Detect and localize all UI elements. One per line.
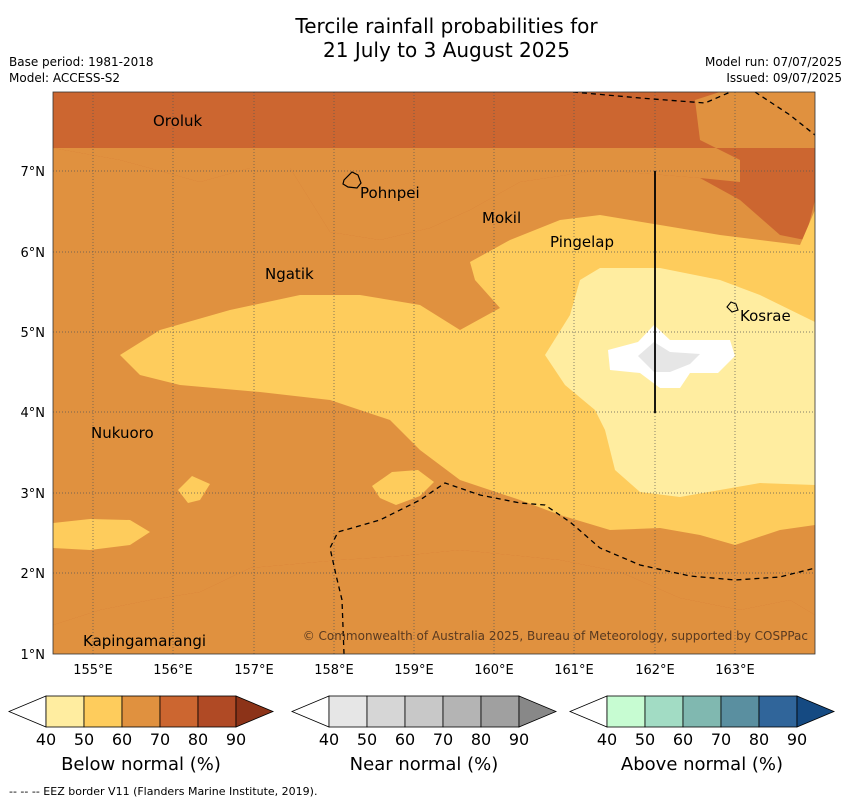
colorbar-near-tick: 60: [395, 730, 415, 749]
place-label-nukuoro: Nukuoro: [91, 424, 154, 442]
colorbar-below-tick: 80: [188, 730, 208, 749]
colorbar-near-tick: 50: [357, 730, 377, 749]
colorbar-above-low-extend: [568, 695, 608, 728]
zone-near-40: [638, 342, 700, 372]
issued-date: Issued: 09/07/2025: [726, 71, 842, 85]
base-period: Base period: 1981-2018: [9, 55, 154, 69]
meta-right: Model run: 07/07/2025 Issued: 09/07/2025: [705, 54, 842, 86]
copyright-text: © Commonwealth of Australia 2025, Bureau…: [303, 629, 808, 643]
x-tick: 158°E: [314, 663, 354, 678]
y-tick: 7°N: [21, 165, 46, 180]
pohnpei-island-shape: [342, 171, 362, 189]
colorbar-below-swatch: [83, 695, 123, 728]
x-tick: 157°E: [234, 663, 274, 678]
y-tick: 1°N: [21, 648, 46, 663]
x-tick: 163°E: [715, 663, 755, 678]
colorbar-near-high-extend: [518, 695, 558, 728]
colorbar-below-tick: 50: [74, 730, 94, 749]
colorbar-label-below: Below normal (%): [61, 754, 221, 775]
colorbar-below-swatch: [197, 695, 237, 728]
place-label-kosrae: Kosrae: [740, 307, 791, 325]
x-axis-ticks: 155°E 156°E 157°E 158°E 159°E 160°E 161°…: [73, 663, 755, 678]
colorbar-near-swatch: [480, 695, 520, 728]
colorbar-below-low-extend: [7, 695, 47, 728]
model-name: Model: ACCESS-S2: [9, 71, 121, 85]
colorbar-above-tick: 50: [635, 730, 655, 749]
eez-borders: [329, 92, 815, 654]
place-label-pingelap: Pingelap: [550, 233, 614, 251]
colorbar-near-tick: 90: [509, 730, 529, 749]
colorbar-near-swatch: [404, 695, 444, 728]
colorbar-near-swatch: [442, 695, 482, 728]
colorbar-above-tick: 80: [749, 730, 769, 749]
y-tick: 6°N: [21, 246, 46, 261]
x-tick: 161°E: [554, 663, 594, 678]
colorbar-near-tick: 40: [319, 730, 339, 749]
probability-field: Oroluk Pohnpei Mokil Pingelap Ngatik Kos…: [53, 92, 815, 654]
colorbar-label-near: Near normal (%): [349, 754, 499, 775]
zone-below-50-islet-b: [372, 470, 434, 505]
zone-below-60: [53, 92, 815, 654]
colorbar-above-swatch: [644, 695, 684, 728]
map-title: Tercile rainfall probabilities for 21 Ju…: [0, 14, 850, 62]
colorbar-below-tick: 70: [150, 730, 170, 749]
y-axis-ticks: 1°N 2°N 3°N 4°N 5°N 6°N 7°N: [21, 165, 46, 663]
colorbar-above-high-extend: [796, 695, 836, 728]
colorbar-below-tick: 90: [226, 730, 246, 749]
place-label-mokil: Mokil: [482, 209, 521, 227]
kosrae-island-shape: [726, 301, 739, 313]
model-run: Model run: 07/07/2025: [704, 55, 842, 69]
colorbar-above-swatch: [758, 695, 798, 728]
zone-below-50-islet-c: [178, 476, 210, 503]
colorbar-near-tick: 70: [433, 730, 453, 749]
colorbar-above-tick: 60: [673, 730, 693, 749]
meta-left: Base period: 1981-2018 Model: ACCESS-S2: [9, 54, 154, 86]
colorbar-below-high-extend: [235, 695, 275, 728]
colorbar-above-swatch: [720, 695, 760, 728]
colorbar-near-low-extend: [290, 695, 330, 728]
colorbar-near-tick: 80: [471, 730, 491, 749]
colorbar-above-tick: 90: [787, 730, 807, 749]
plot-frame: [52, 91, 816, 655]
x-tick: 159°E: [394, 663, 434, 678]
colorbar-above-tick: 40: [597, 730, 617, 749]
y-tick: 2°N: [21, 567, 46, 582]
place-label-ngatik: Ngatik: [265, 265, 314, 283]
place-label-pohnpei: Pohnpei: [360, 184, 420, 202]
x-tick: 156°E: [153, 663, 193, 678]
colorbars: 40 50 60 70 80 90 40 50 60 70 80 90 40 50 60 70 80 90: [7, 695, 836, 749]
eez-footer-note: -- -- -- EEZ border V11 (Flanders Marine…: [9, 785, 318, 798]
colorbar-above-swatch: [606, 695, 646, 728]
colorbar-below-tick: 40: [36, 730, 56, 749]
x-tick: 160°E: [474, 663, 514, 678]
y-tick: 5°N: [21, 326, 46, 341]
y-tick: 3°N: [21, 487, 46, 502]
place-labels: Oroluk Pohnpei Mokil Pingelap Ngatik Kos…: [83, 112, 791, 650]
x-tick: 155°E: [73, 663, 113, 678]
title-line-1: Tercile rainfall probabilities for: [295, 14, 598, 38]
place-label-oroluk: Oroluk: [153, 112, 202, 130]
colorbar-below-swatch: [121, 695, 161, 728]
x-tick: 162°E: [635, 663, 675, 678]
colorbar-above-swatch: [682, 695, 722, 728]
zone-below-50-islet-a: [53, 519, 150, 550]
colorbar-near-swatch: [366, 695, 406, 728]
colorbar-below-tick: 60: [112, 730, 132, 749]
colorbar-below-swatch: [45, 695, 85, 728]
title-line-2: 21 July to 3 August 2025: [323, 38, 570, 62]
colorbar-near-swatch: [328, 695, 368, 728]
place-label-kapingamarangi: Kapingamarangi: [83, 632, 206, 650]
colorbar-below-swatch: [159, 695, 199, 728]
colorbar-above-tick: 70: [711, 730, 731, 749]
colorbar-label-above: Above normal (%): [620, 754, 784, 775]
y-tick: 4°N: [21, 406, 46, 421]
